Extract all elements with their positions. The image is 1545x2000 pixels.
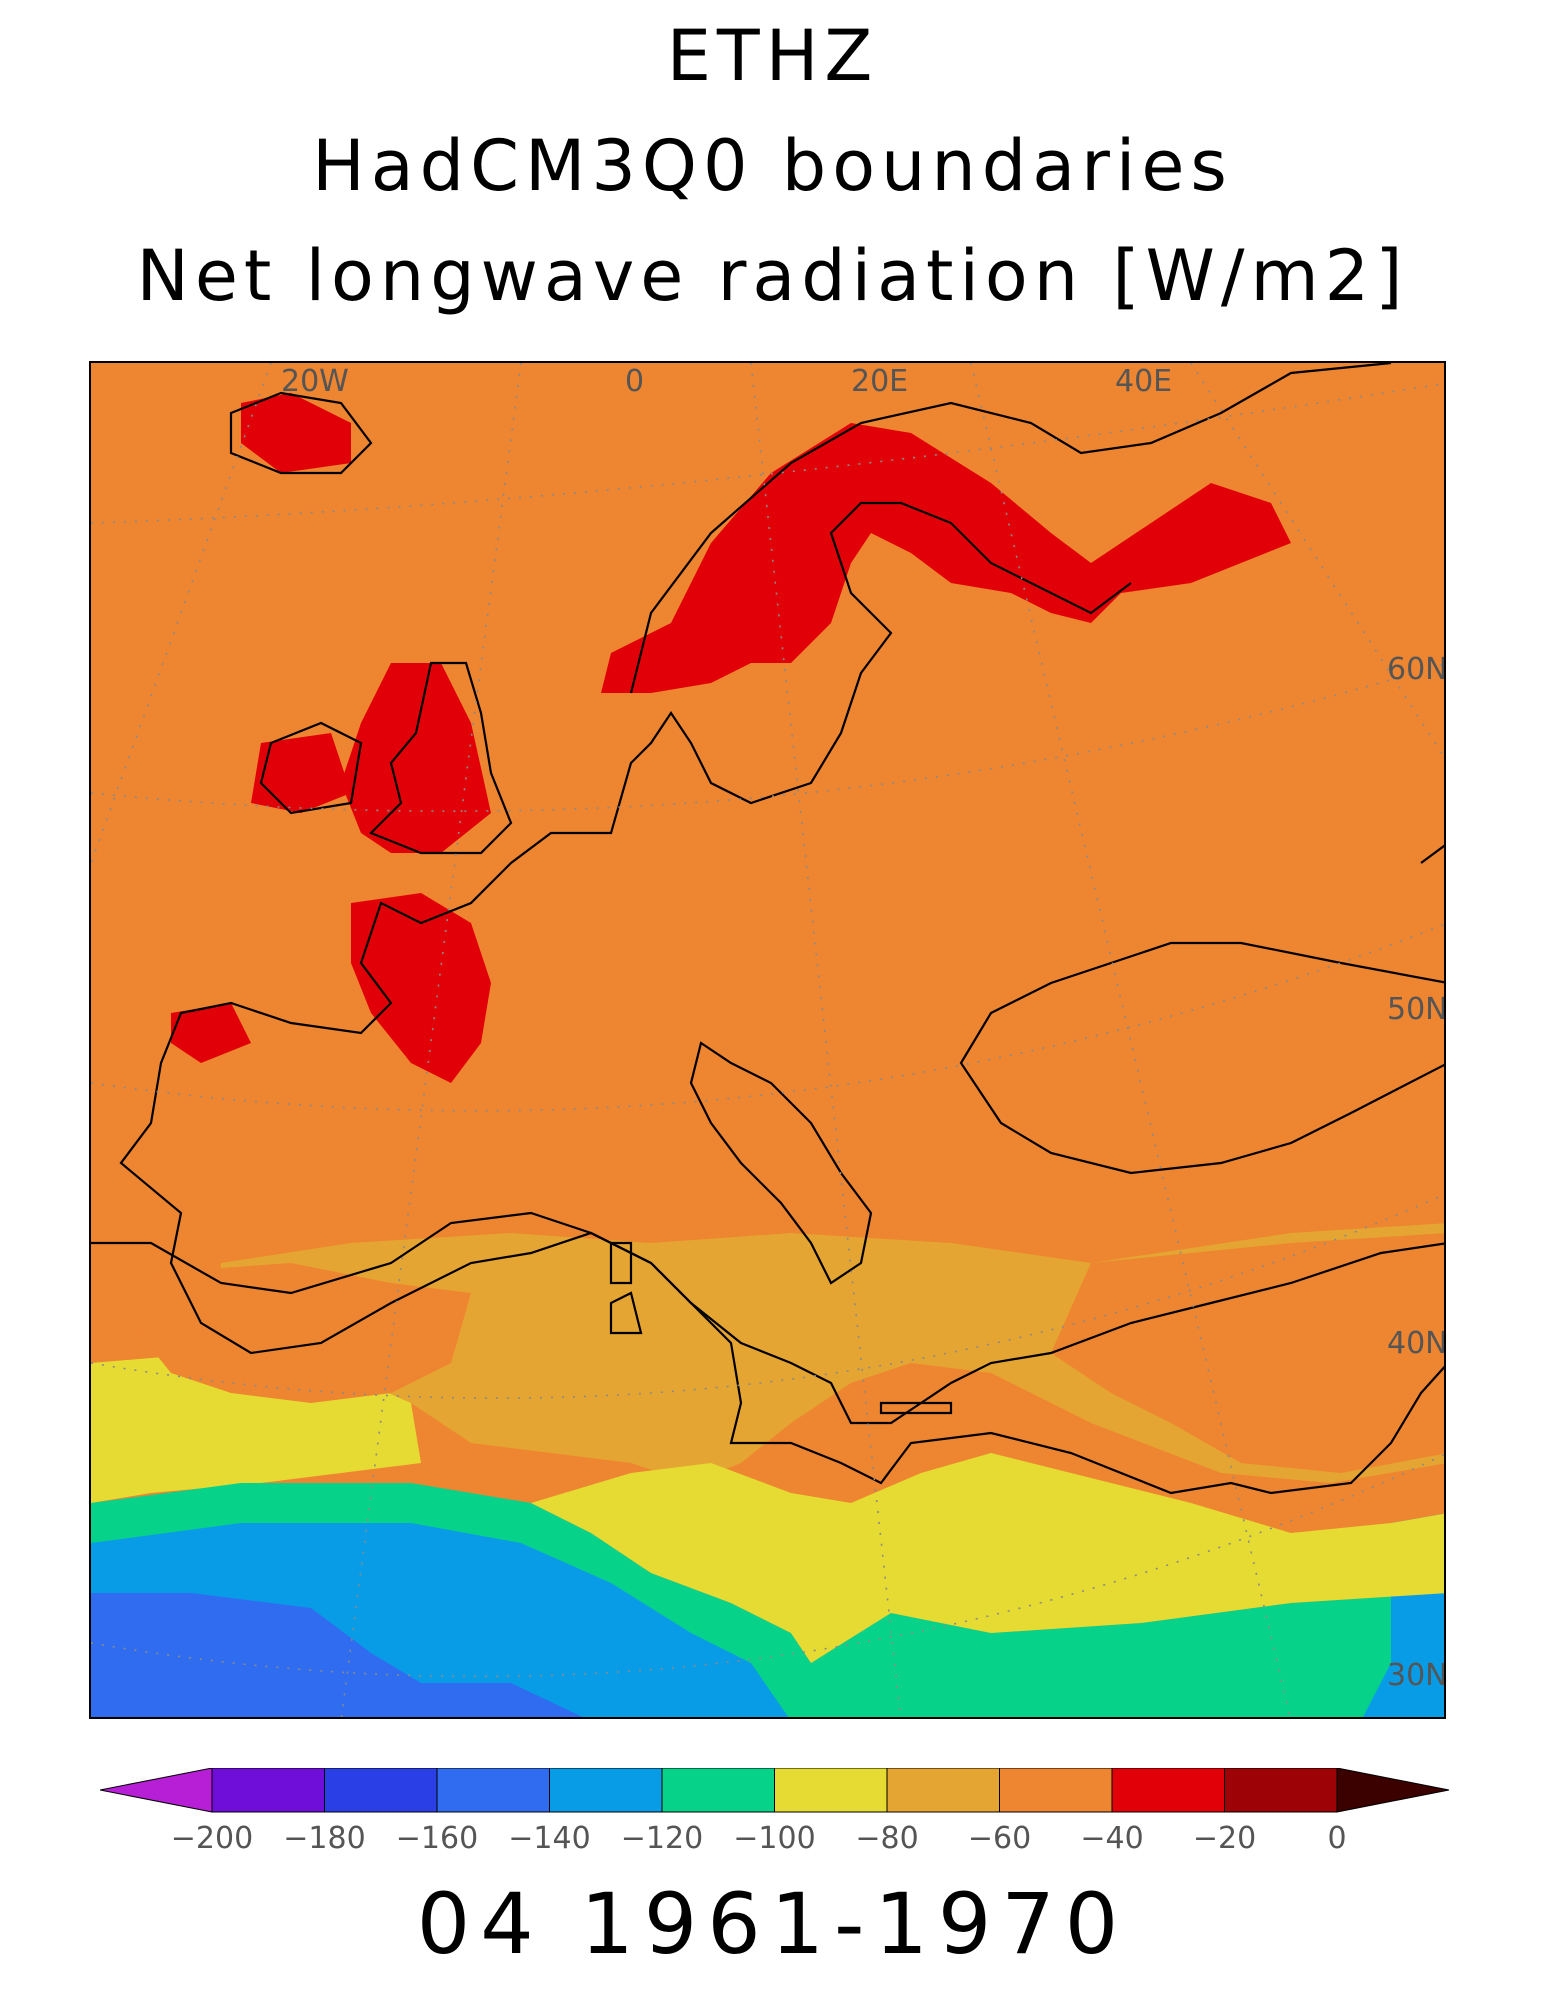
- field-red-britain: [341, 663, 491, 853]
- field-orange-turkey: [1051, 1233, 1444, 1473]
- coastlines: [91, 363, 1444, 1495]
- colorbar-cell: [324, 1768, 438, 1813]
- coast-sardinia: [609, 1291, 643, 1335]
- lon-label-40e: 40E: [1115, 364, 1172, 399]
- lat-label-60n: 60N: [1387, 652, 1446, 687]
- colorbar-tick-label: −60: [968, 1821, 1031, 1856]
- colorbar-extend-low: [100, 1768, 213, 1813]
- lat-label-50n: 50N: [1387, 992, 1446, 1027]
- colorbar-cell: [436, 1768, 550, 1813]
- colorbar-cell: [1224, 1768, 1338, 1813]
- field-red-france: [351, 893, 491, 1083]
- colorbar-cell: [211, 1768, 325, 1813]
- lon-label-20w: 20W: [281, 364, 349, 399]
- lat-label-30n: 30N: [1387, 1658, 1446, 1693]
- field-orange-iberia: [131, 1263, 471, 1403]
- colorbar-extend-high: [1336, 1768, 1450, 1813]
- coast-iceland: [229, 391, 373, 475]
- colorbar-tick-label: 0: [1327, 1821, 1346, 1856]
- footer-period: 04 1961-1970: [416, 1875, 1129, 1973]
- field-blue-band: [91, 1593, 583, 1717]
- coast-africa: [91, 1211, 1444, 1495]
- colorbar-cell: [549, 1768, 663, 1813]
- colorbar-tick-label: −200: [171, 1821, 253, 1856]
- colorbar-tick-label: −20: [1193, 1821, 1256, 1856]
- coast-corsica: [609, 1241, 633, 1285]
- title-model: HadCM3Q0 boundaries: [312, 125, 1233, 207]
- field-red-scandinavia: [601, 423, 1291, 693]
- title-institution: ETHZ: [666, 15, 879, 97]
- coast-britain: [369, 661, 513, 855]
- coast-caspian: [1420, 844, 1444, 864]
- colorbar-tick-label: −40: [1080, 1821, 1143, 1856]
- graticule: [91, 363, 1444, 1717]
- lon-label-0: 0: [625, 364, 644, 399]
- colorbar-cell: [999, 1768, 1113, 1813]
- colorbar: −200 −180 −160 −140 −120 −100 −80 −60 −40 −20 0: [100, 1768, 1450, 1856]
- map-panel: 20W 0 20E 40E 60N 50N 40N 30N: [89, 361, 1446, 1719]
- colorbar-cells: [100, 1768, 1450, 1813]
- coast-ireland: [259, 721, 363, 815]
- field-red-iceland: [241, 393, 351, 473]
- title-variable: Net longwave radiation [W/m2]: [136, 235, 1409, 317]
- lat-label-40n: 40N: [1387, 1326, 1446, 1361]
- lon-label-20e: 20E: [851, 364, 908, 399]
- field-yellow-africa: [531, 1453, 1444, 1663]
- colorbar-cell: [774, 1768, 888, 1813]
- coast-black-sea: [959, 941, 1444, 1175]
- colorbar-cell: [661, 1768, 775, 1813]
- graticule-labels: 20W 0 20E 40E 60N 50N 40N 30N: [281, 364, 1446, 1693]
- colorbar-tick-label: −180: [283, 1821, 365, 1856]
- colorbar-tick-label: −160: [396, 1821, 478, 1856]
- map-svg: 20W 0 20E 40E 60N 50N 40N 30N: [91, 363, 1446, 1717]
- coast-italy: [689, 1041, 873, 1285]
- colorbar-cell: [1111, 1768, 1225, 1813]
- coast-europe: [119, 363, 1444, 1425]
- colorbar-tick-label: −140: [508, 1821, 590, 1856]
- colorbar-tick-label: −120: [621, 1821, 703, 1856]
- colorbar-tick-label: −100: [733, 1821, 815, 1856]
- coast-crete: [879, 1401, 953, 1415]
- colorbar-tick-label: −80: [855, 1821, 918, 1856]
- field-red-spain-north: [171, 1003, 251, 1063]
- field-red-ireland: [251, 733, 351, 813]
- colorbar-cell: [886, 1768, 1000, 1813]
- colorbar-ticks: −200 −180 −160 −140 −120 −100 −80 −60 −40 −20 0: [171, 1821, 1347, 1856]
